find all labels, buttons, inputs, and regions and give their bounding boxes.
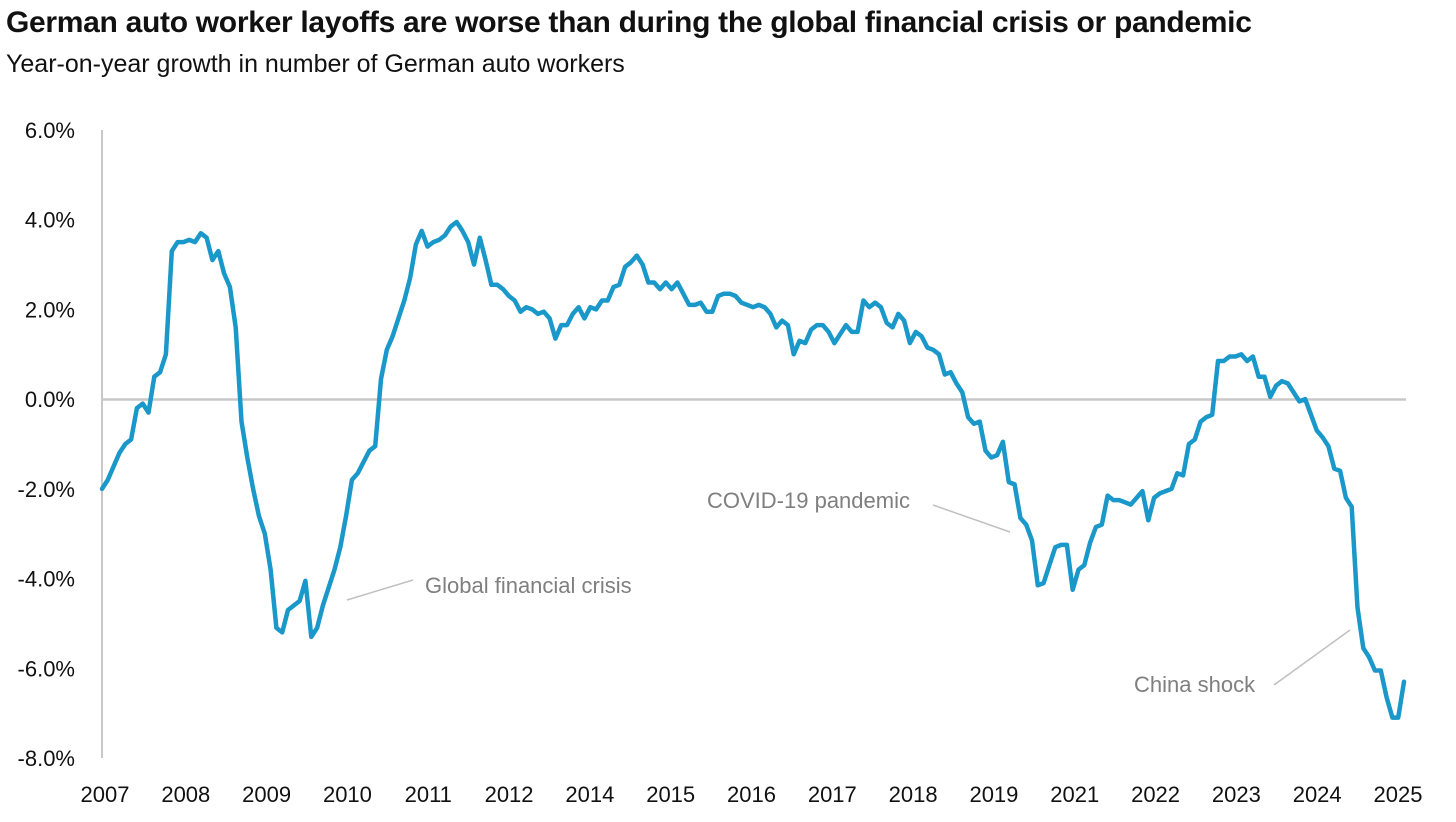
x-tick-label: 2025 [1374,782,1423,807]
annotations: Global financial crisis COVID-19 pandemi… [425,488,1256,697]
x-tick-label: 2010 [323,782,372,807]
x-tick-label: 2018 [889,782,938,807]
series-line [99,219,1407,720]
x-tick-label: 2021 [1050,782,1099,807]
y-tick-label: -6.0% [18,656,75,681]
chart-subtitle: Year-on-year growth in number of German … [6,50,625,78]
annotation-china: China shock [1134,672,1256,697]
x-tick-label: 2007 [81,782,130,807]
x-tick-label: 2009 [242,782,291,807]
x-tick-label: 2019 [969,782,1018,807]
x-tick-label: 2012 [485,782,534,807]
x-tick-label: 2008 [161,782,210,807]
x-tick-label: 2017 [808,782,857,807]
annotation-line-china [1273,629,1351,686]
annotation-line-gfc [346,579,414,601]
x-tick-label: 2014 [565,782,614,807]
chart-title: German auto worker layoffs are worse tha… [6,6,1252,39]
y-tick-label: 6.0% [25,118,75,143]
x-tick-label: 2015 [646,782,695,807]
x-tick-label: 2022 [1131,782,1180,807]
y-tick-label: -4.0% [18,567,75,592]
y-tick-label: 2.0% [25,297,75,322]
annotation-gfc: Global financial crisis [425,573,632,598]
y-tick-label: -8.0% [18,746,75,771]
x-tick-label: 2024 [1293,782,1342,807]
x-tick-label: 2023 [1212,782,1261,807]
y-tick-label: 0.0% [25,387,75,412]
x-tick-label: 2011 [405,782,452,807]
y-tick-label: -2.0% [18,477,75,502]
series-group [99,219,1407,720]
annotation-leader-lines [346,504,1351,686]
annotation-line-covid [932,504,1011,533]
annotation-covid: COVID-19 pandemic [707,488,910,513]
x-tick-labels: 2007 2008 2009 2010 2011 2012 2014 2015 2016 2017… [81,782,1423,807]
y-tick-labels: 6.0% 4.0% 2.0% 0.0% -2.0% -4.0% -6.0% -8.0% [18,118,75,771]
x-tick-label: 2016 [727,782,776,807]
y-tick-label: 4.0% [25,208,75,233]
